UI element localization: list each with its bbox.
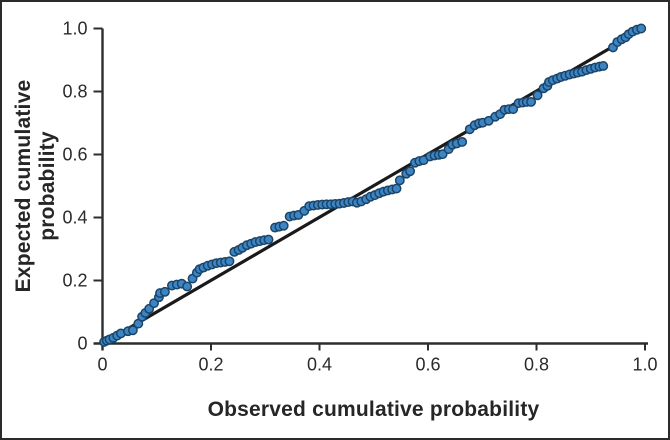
x-tick-label: 0.6 <box>415 355 440 375</box>
x-tick-label: 1.0 <box>632 355 657 375</box>
data-point <box>159 286 170 297</box>
y-tick-label: 1.0 <box>62 19 87 39</box>
x-tick-label: 0 <box>97 355 107 375</box>
data-point <box>532 90 543 101</box>
data-point <box>526 96 537 107</box>
y-tick-label: 0.4 <box>62 208 87 228</box>
data-point <box>127 325 138 336</box>
x-axis-title: Observed cumulative probability <box>207 398 540 421</box>
data-point <box>224 256 235 267</box>
data-point <box>457 136 468 147</box>
y-axis-title: Expected cumulative probability <box>12 79 59 293</box>
y-tick-label: 0.8 <box>62 82 87 102</box>
data-point <box>405 166 416 177</box>
x-tick-label: 0.8 <box>524 355 549 375</box>
data-point <box>636 23 647 34</box>
data-point <box>263 234 274 245</box>
data-point <box>278 220 289 231</box>
data-point <box>508 104 519 115</box>
y-tick-label: 0.6 <box>62 145 87 165</box>
data-point <box>182 281 193 292</box>
y-tick-label: 0 <box>77 334 87 354</box>
data-point <box>598 61 609 71</box>
y-tick-label: 0.2 <box>62 271 87 291</box>
data-point <box>391 183 402 194</box>
data-point <box>394 175 405 186</box>
x-tick-label: 0.4 <box>307 355 332 375</box>
x-tick-label: 0.2 <box>198 355 223 375</box>
